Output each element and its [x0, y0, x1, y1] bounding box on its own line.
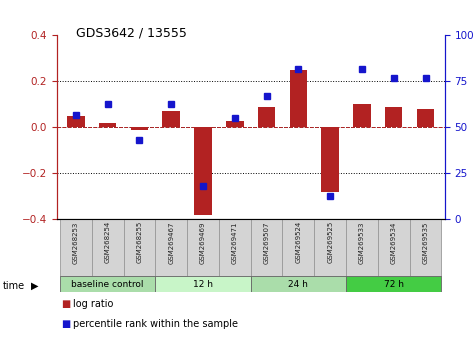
FancyBboxPatch shape [60, 276, 155, 292]
Text: ■: ■ [61, 299, 71, 309]
FancyBboxPatch shape [282, 219, 314, 276]
Bar [226, 120, 244, 127]
Text: baseline control: baseline control [71, 280, 144, 289]
Text: GSM268254: GSM268254 [105, 221, 111, 263]
Bar [258, 107, 275, 127]
FancyBboxPatch shape [251, 219, 282, 276]
Text: GSM269533: GSM269533 [359, 221, 365, 264]
Bar [194, 127, 212, 215]
Text: GSM269524: GSM269524 [295, 221, 301, 263]
Text: GSM269535: GSM269535 [422, 221, 429, 264]
Text: GSM268255: GSM268255 [136, 221, 142, 263]
Bar [67, 116, 85, 127]
Text: GSM269469: GSM269469 [200, 221, 206, 264]
Bar [417, 109, 434, 127]
Text: percentile rank within the sample: percentile rank within the sample [73, 319, 238, 329]
Text: 72 h: 72 h [384, 280, 404, 289]
Text: ■: ■ [61, 319, 71, 329]
Text: GSM269467: GSM269467 [168, 221, 174, 264]
FancyBboxPatch shape [251, 276, 346, 292]
FancyBboxPatch shape [155, 276, 251, 292]
Text: GSM269534: GSM269534 [391, 221, 397, 264]
FancyBboxPatch shape [155, 219, 187, 276]
Bar [162, 111, 180, 127]
Text: 24 h: 24 h [289, 280, 308, 289]
Bar [385, 107, 403, 127]
FancyBboxPatch shape [314, 219, 346, 276]
Text: GSM269471: GSM269471 [232, 221, 238, 264]
Text: 12 h: 12 h [193, 280, 213, 289]
FancyBboxPatch shape [219, 219, 251, 276]
FancyBboxPatch shape [187, 219, 219, 276]
Text: ▶: ▶ [31, 281, 38, 291]
FancyBboxPatch shape [92, 219, 123, 276]
Text: GSM269525: GSM269525 [327, 221, 333, 263]
Text: time: time [2, 281, 25, 291]
FancyBboxPatch shape [346, 276, 441, 292]
Text: log ratio: log ratio [73, 299, 114, 309]
FancyBboxPatch shape [346, 219, 378, 276]
Text: GSM269507: GSM269507 [263, 221, 270, 264]
FancyBboxPatch shape [123, 219, 155, 276]
Text: GSM268253: GSM268253 [73, 221, 79, 264]
Bar [353, 104, 371, 127]
FancyBboxPatch shape [60, 219, 92, 276]
Text: GDS3642 / 13555: GDS3642 / 13555 [76, 27, 186, 40]
Bar [99, 123, 116, 127]
Bar [131, 127, 148, 130]
FancyBboxPatch shape [410, 219, 441, 276]
Bar [289, 70, 307, 127]
FancyBboxPatch shape [378, 219, 410, 276]
Bar [322, 127, 339, 192]
